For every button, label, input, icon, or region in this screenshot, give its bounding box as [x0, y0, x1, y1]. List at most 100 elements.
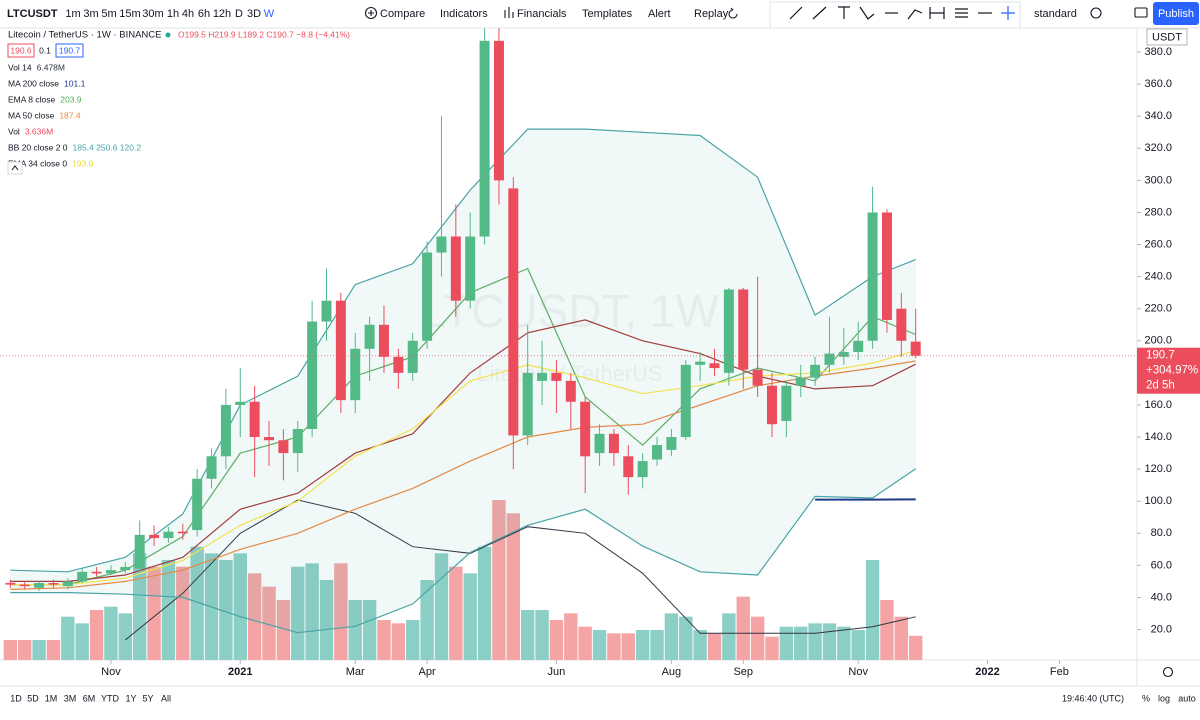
scale-option[interactable]: %: [1142, 693, 1150, 703]
interval[interactable]: 30m: [142, 8, 163, 20]
last-price-box: [1137, 347, 1200, 394]
interval[interactable]: W: [264, 8, 275, 20]
indicator-line: [10, 319, 916, 582]
range-button[interactable]: 6M: [83, 693, 96, 703]
volume-bar: [449, 566, 463, 660]
y-tick-label: 260.0: [1144, 238, 1172, 250]
candle-body: [220, 404, 231, 457]
legend-collapse[interactable]: [7, 161, 23, 175]
publish[interactable]: Publish: [1158, 8, 1194, 20]
axis-settings-icon[interactable]: [1162, 666, 1174, 678]
candle-body: [623, 456, 634, 478]
y-tick-label: 100.0: [1144, 495, 1172, 507]
volume-bar: [578, 626, 592, 660]
snapshot-icon[interactable]: [1134, 7, 1148, 18]
candle-body: [652, 445, 663, 460]
indicator-value: 185.4 250.6 120.2: [73, 142, 142, 152]
interval[interactable]: 6h: [198, 8, 210, 20]
candle-body: [177, 531, 188, 534]
range-button[interactable]: 5D: [27, 693, 39, 703]
range-button[interactable]: 1Y: [125, 693, 136, 703]
indicator-name[interactable]: EMA 34 close 0: [8, 158, 67, 168]
range-button[interactable]: 5Y: [142, 693, 153, 703]
candle-body: [450, 236, 461, 301]
indicator-name[interactable]: BB 20 close 2 0: [8, 142, 68, 152]
toolbar-icons: [364, 6, 1174, 678]
y-tick-label: 240.0: [1144, 271, 1172, 283]
volume-bar: [779, 626, 794, 660]
text-tool[interactable]: [838, 6, 850, 19]
y-tick-label: 380.0: [1144, 46, 1172, 58]
candle-body: [91, 571, 102, 574]
drawing-tools: [789, 6, 1015, 20]
layout-name[interactable]: standard: [1034, 8, 1077, 20]
indicator-name[interactable]: MA 50 close: [8, 110, 55, 120]
interval[interactable]: 12h: [213, 8, 231, 20]
range-button[interactable]: 3M: [64, 693, 77, 703]
ray-tool[interactable]: [812, 6, 827, 20]
indicator-name[interactable]: EMA 8 close: [8, 94, 56, 104]
volume-bar: [233, 553, 247, 660]
volume-bar: [391, 623, 406, 660]
indicator-value: 203.9: [60, 94, 82, 104]
toolbar-button[interactable]: Compare: [380, 8, 425, 20]
volume-bar: [894, 616, 909, 660]
chart-title: Litecoin / TetherUS · 1W · BINANCE: [8, 30, 161, 41]
symbol[interactable]: LTCUSDT: [7, 8, 58, 20]
interval[interactable]: 1h: [167, 8, 179, 20]
range-tool[interactable]: [929, 7, 945, 19]
candle-body: [608, 433, 619, 454]
scale-option[interactable]: auto: [1178, 693, 1196, 703]
interval[interactable]: 3D: [247, 8, 261, 20]
volume-bar: [434, 553, 449, 660]
candle-body: [810, 364, 821, 378]
indicator-name[interactable]: MA 200 close: [8, 78, 59, 88]
financials-icon: [504, 7, 514, 18]
interval[interactable]: 1m: [65, 8, 80, 20]
indicator-value: 187.4: [59, 110, 81, 120]
volume-bar: [61, 616, 75, 660]
interval[interactable]: 15m: [119, 8, 140, 20]
publish-button[interactable]: [1153, 2, 1199, 25]
indicator-value: 3.636M: [25, 126, 53, 136]
scale-option[interactable]: log: [1158, 693, 1170, 703]
path-tool[interactable]: [907, 9, 923, 20]
candle-body: [335, 300, 346, 401]
crosshair-tool[interactable]: [1001, 6, 1015, 20]
toolbar-button[interactable]: Alert: [648, 8, 671, 20]
volume-bar: [247, 573, 262, 660]
interval[interactable]: 5m: [101, 8, 116, 20]
ohlc-label: O199.5 H219.9 L189.2 C190.7 −8.8 (−4.41%…: [178, 29, 350, 39]
toolbar-button[interactable]: Replay: [694, 8, 729, 20]
volume-bar: [89, 610, 104, 660]
interval[interactable]: 4h: [182, 8, 194, 20]
fib-tool[interactable]: [955, 8, 968, 18]
settings-icon[interactable]: [1090, 7, 1102, 19]
candle-body: [738, 289, 749, 370]
range-button[interactable]: 1M: [45, 693, 58, 703]
volume-bar: [592, 630, 607, 660]
volume-bar: [348, 600, 362, 660]
x-tick-label: Nov: [848, 666, 868, 678]
interval[interactable]: 3m: [83, 8, 98, 20]
x-tick-label: Jun: [548, 666, 566, 678]
toolbar-button[interactable]: Indicators: [440, 8, 488, 20]
candle-body: [580, 401, 591, 457]
candle-body: [795, 377, 806, 386]
undo-icon[interactable]: [728, 7, 738, 19]
range-button[interactable]: YTD: [101, 693, 120, 703]
range-button[interactable]: All: [161, 693, 171, 703]
indicator-name[interactable]: Vol 14: [8, 62, 32, 72]
volume-bar: [477, 546, 492, 660]
range-button[interactable]: 1D: [10, 693, 22, 703]
interval[interactable]: D: [235, 8, 243, 20]
toolbar-button[interactable]: Financials: [517, 8, 567, 20]
indicator-name[interactable]: Vol: [8, 126, 20, 136]
status-dot: [165, 32, 171, 38]
pattern-tool[interactable]: [859, 6, 875, 20]
trend-line-tool[interactable]: [789, 6, 803, 20]
candle-body: [292, 429, 303, 454]
currency-box[interactable]: [1146, 28, 1188, 46]
toolbar-button[interactable]: Templates: [582, 8, 633, 20]
